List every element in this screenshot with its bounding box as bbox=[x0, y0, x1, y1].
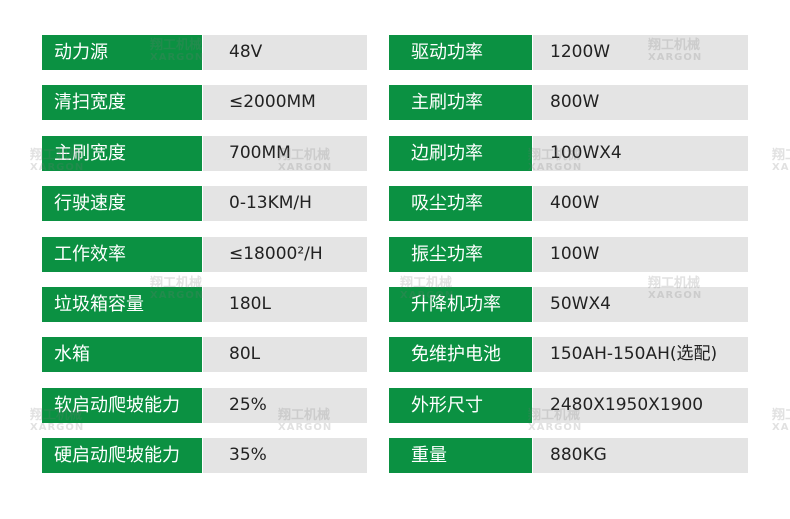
spec-row: 工作效率 ≤18000²/H bbox=[42, 236, 367, 272]
spec-row: 升降机功率 50WX4 bbox=[389, 287, 748, 322]
spec-value: 80L bbox=[203, 337, 367, 373]
spec-value: 35% bbox=[203, 438, 367, 474]
spec-value: 180L bbox=[203, 287, 367, 322]
spec-value: 400W bbox=[533, 186, 748, 222]
spec-value: 800W bbox=[533, 85, 748, 121]
spec-value: ≤18000²/H bbox=[203, 236, 367, 272]
spec-value: 48V bbox=[203, 35, 367, 70]
spec-value: 25% bbox=[203, 387, 367, 423]
spec-row: 行驶速度 0-13KM/H bbox=[42, 186, 367, 222]
spec-row: 主刷宽度 700MM bbox=[42, 135, 367, 171]
spec-row: 驱动功率 1200W bbox=[389, 35, 748, 70]
spec-label: 软启动爬坡能力 bbox=[42, 387, 202, 423]
spec-row: 垃圾箱容量 180L bbox=[42, 287, 367, 322]
spec-label: 水箱 bbox=[42, 337, 202, 373]
spec-row: 边刷功率 100WX4 bbox=[389, 135, 748, 171]
spec-label: 硬启动爬坡能力 bbox=[42, 438, 202, 474]
spec-value: 880KG bbox=[533, 438, 748, 474]
spec-label: 动力源 bbox=[42, 35, 202, 70]
spec-row: 清扫宽度 ≤2000MM bbox=[42, 85, 367, 121]
spec-value: 2480X1950X1900 bbox=[533, 387, 748, 423]
spec-row: 动力源 48V bbox=[42, 35, 367, 70]
spec-row: 免维护电池 150AH-150AH(选配) bbox=[389, 337, 748, 373]
spec-label: 主刷功率 bbox=[389, 85, 532, 121]
spec-row: 重量 880KG bbox=[389, 438, 748, 474]
spec-row: 吸尘功率 400W bbox=[389, 186, 748, 222]
spec-label: 重量 bbox=[389, 438, 532, 474]
spec-row: 外形尺寸 2480X1950X1900 bbox=[389, 387, 748, 423]
spec-label: 垃圾箱容量 bbox=[42, 287, 202, 322]
spec-label: 外形尺寸 bbox=[389, 387, 532, 423]
spec-label: 工作效率 bbox=[42, 236, 202, 272]
spec-value: 50WX4 bbox=[533, 287, 748, 322]
spec-value: 0-13KM/H bbox=[203, 186, 367, 222]
spec-value: ≤2000MM bbox=[203, 85, 367, 121]
spec-label: 驱动功率 bbox=[389, 35, 532, 70]
spec-label: 主刷宽度 bbox=[42, 135, 202, 171]
spec-row: 主刷功率 800W bbox=[389, 85, 748, 121]
spec-value: 100WX4 bbox=[533, 135, 748, 171]
spec-value: 700MM bbox=[203, 135, 367, 171]
spec-value: 1200W bbox=[533, 35, 748, 70]
spec-row: 水箱 80L bbox=[42, 337, 367, 373]
spec-label: 升降机功率 bbox=[389, 287, 532, 322]
spec-value: 150AH-150AH(选配) bbox=[533, 337, 748, 373]
spec-value: 100W bbox=[533, 236, 748, 272]
spec-row: 软启动爬坡能力 25% bbox=[42, 387, 367, 423]
spec-row: 振尘功率 100W bbox=[389, 236, 748, 272]
spec-label: 行驶速度 bbox=[42, 186, 202, 222]
spec-label: 免维护电池 bbox=[389, 337, 532, 373]
spec-label: 吸尘功率 bbox=[389, 186, 532, 222]
spec-label: 振尘功率 bbox=[389, 236, 532, 272]
spec-label: 清扫宽度 bbox=[42, 85, 202, 121]
spec-row: 硬启动爬坡能力 35% bbox=[42, 438, 367, 474]
spec-label: 边刷功率 bbox=[389, 135, 532, 171]
